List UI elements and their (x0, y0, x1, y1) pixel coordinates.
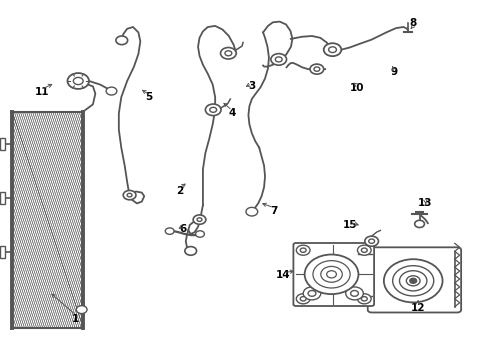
Circle shape (300, 297, 305, 301)
Circle shape (304, 255, 358, 294)
Text: 11: 11 (34, 87, 49, 97)
Circle shape (76, 306, 87, 314)
Text: 6: 6 (180, 224, 186, 234)
Text: 14: 14 (276, 270, 290, 280)
Bar (0, 138, 5, 150)
Bar (12, 112, 83, 328)
Circle shape (361, 248, 366, 252)
Circle shape (205, 104, 221, 116)
Text: 8: 8 (409, 18, 416, 28)
Circle shape (350, 291, 358, 296)
Circle shape (224, 51, 231, 56)
Circle shape (323, 43, 341, 56)
Circle shape (193, 215, 205, 224)
Circle shape (195, 231, 204, 237)
Bar (0, 246, 5, 258)
Circle shape (303, 287, 320, 300)
Circle shape (67, 73, 89, 89)
Circle shape (165, 228, 174, 234)
Circle shape (123, 190, 136, 200)
Text: 3: 3 (248, 81, 255, 91)
Text: 9: 9 (389, 67, 396, 77)
Circle shape (345, 287, 363, 300)
Circle shape (127, 193, 132, 197)
Text: 4: 4 (228, 108, 236, 118)
Text: 13: 13 (417, 198, 432, 208)
Text: 15: 15 (342, 220, 356, 230)
Circle shape (73, 77, 83, 85)
Circle shape (328, 47, 336, 53)
Text: 2: 2 (176, 186, 183, 196)
Circle shape (357, 294, 370, 304)
Text: 5: 5 (145, 92, 152, 102)
Circle shape (309, 64, 323, 74)
Text: 1: 1 (72, 314, 79, 324)
Circle shape (106, 87, 117, 95)
Circle shape (300, 248, 305, 252)
Circle shape (275, 57, 282, 62)
Circle shape (184, 247, 196, 255)
Circle shape (414, 220, 424, 228)
Text: 7: 7 (269, 206, 277, 216)
Circle shape (313, 67, 319, 71)
Circle shape (368, 239, 374, 243)
Bar (0, 192, 5, 204)
Circle shape (270, 54, 286, 65)
FancyBboxPatch shape (293, 243, 373, 306)
Circle shape (361, 297, 366, 301)
Circle shape (245, 207, 257, 216)
Circle shape (296, 245, 309, 255)
Text: 10: 10 (349, 83, 364, 93)
Circle shape (357, 245, 370, 255)
Circle shape (116, 36, 127, 45)
FancyBboxPatch shape (367, 247, 460, 312)
Circle shape (296, 294, 309, 304)
Circle shape (209, 107, 216, 112)
Circle shape (220, 48, 236, 59)
Circle shape (364, 236, 378, 246)
Circle shape (197, 218, 202, 221)
Text: 12: 12 (410, 303, 425, 313)
Circle shape (409, 278, 416, 283)
Circle shape (307, 291, 315, 296)
